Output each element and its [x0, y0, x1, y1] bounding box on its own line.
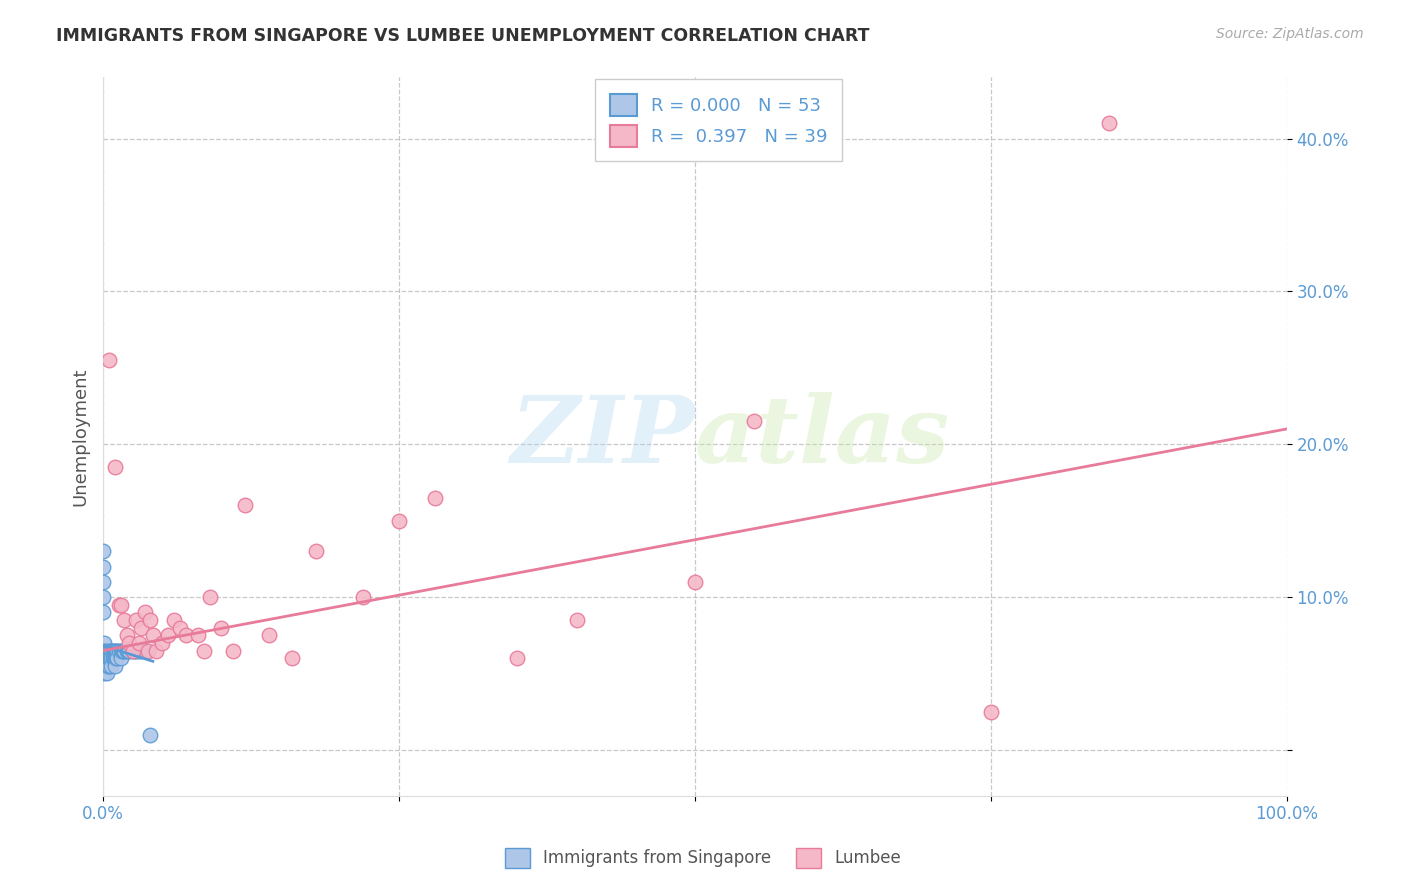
Point — [136, 643, 159, 657]
Point — [98, 643, 121, 657]
Point — [128, 636, 150, 650]
Text: ZIP: ZIP — [510, 392, 695, 482]
Point — [114, 613, 136, 627]
Point — [129, 643, 152, 657]
Point — [93, 636, 115, 650]
Point — [115, 628, 138, 642]
Point — [93, 658, 115, 673]
Point — [115, 643, 138, 657]
Point — [111, 643, 134, 657]
Point — [101, 651, 124, 665]
Point — [98, 643, 121, 657]
Point — [100, 643, 122, 657]
Point — [134, 643, 156, 657]
Point — [104, 643, 127, 657]
Point — [423, 491, 446, 505]
Point — [125, 643, 148, 657]
Point — [257, 628, 280, 642]
Point — [100, 651, 122, 665]
Point — [91, 590, 114, 604]
Point — [139, 613, 162, 627]
Legend: R = 0.000   N = 53, R =  0.397   N = 39: R = 0.000 N = 53, R = 0.397 N = 39 — [595, 79, 842, 161]
Point — [388, 514, 411, 528]
Point — [114, 643, 136, 657]
Point — [1098, 116, 1121, 130]
Point — [305, 544, 328, 558]
Point — [100, 658, 122, 673]
Point — [94, 651, 117, 665]
Point — [129, 621, 152, 635]
Point — [150, 636, 173, 650]
Point — [281, 651, 304, 665]
Point — [101, 643, 124, 657]
Point — [107, 643, 129, 657]
Point — [353, 590, 375, 604]
Point — [139, 728, 162, 742]
Point — [103, 643, 125, 657]
Point — [163, 613, 186, 627]
Point — [211, 621, 233, 635]
Point — [198, 590, 221, 604]
Point — [104, 658, 127, 673]
Point — [98, 353, 121, 368]
Point — [118, 643, 141, 657]
Point — [142, 628, 165, 642]
Point — [112, 643, 135, 657]
Point — [98, 651, 121, 665]
Point — [98, 651, 121, 665]
Point — [118, 636, 141, 650]
Point — [94, 643, 117, 657]
Text: atlas: atlas — [695, 392, 950, 482]
Point — [121, 643, 143, 657]
Point — [96, 666, 118, 681]
Point — [103, 651, 125, 665]
Point — [117, 643, 139, 657]
Point — [157, 628, 180, 642]
Point — [980, 705, 1002, 719]
Point — [96, 658, 118, 673]
Point — [91, 574, 114, 589]
Point — [94, 658, 117, 673]
Text: Source: ZipAtlas.com: Source: ZipAtlas.com — [1216, 27, 1364, 41]
Point — [93, 651, 115, 665]
Point — [187, 628, 209, 642]
Point — [169, 621, 191, 635]
Point — [96, 651, 118, 665]
Y-axis label: Unemployment: Unemployment — [72, 368, 89, 506]
Point — [105, 643, 128, 657]
Point — [134, 605, 156, 619]
Point — [193, 643, 215, 657]
Point — [110, 643, 132, 657]
Point — [105, 651, 128, 665]
Point — [233, 499, 256, 513]
Point — [145, 643, 167, 657]
Point — [121, 643, 143, 657]
Point — [93, 643, 115, 657]
Point — [93, 666, 115, 681]
Point — [124, 643, 146, 657]
Point — [91, 544, 114, 558]
Point — [565, 613, 588, 627]
Point — [506, 651, 529, 665]
Point — [107, 598, 129, 612]
Point — [98, 658, 121, 673]
Point — [105, 643, 128, 657]
Point — [125, 613, 148, 627]
Point — [174, 628, 197, 642]
Point — [104, 460, 127, 475]
Point — [97, 658, 120, 673]
Point — [105, 651, 128, 665]
Point — [110, 598, 132, 612]
Point — [97, 651, 120, 665]
Point — [683, 574, 706, 589]
Point — [104, 651, 127, 665]
Legend: Immigrants from Singapore, Lumbee: Immigrants from Singapore, Lumbee — [498, 841, 908, 875]
Point — [222, 643, 245, 657]
Point — [742, 414, 765, 428]
Point — [110, 651, 132, 665]
Point — [91, 559, 114, 574]
Point — [91, 605, 114, 619]
Point — [128, 643, 150, 657]
Text: IMMIGRANTS FROM SINGAPORE VS LUMBEE UNEMPLOYMENT CORRELATION CHART: IMMIGRANTS FROM SINGAPORE VS LUMBEE UNEM… — [56, 27, 870, 45]
